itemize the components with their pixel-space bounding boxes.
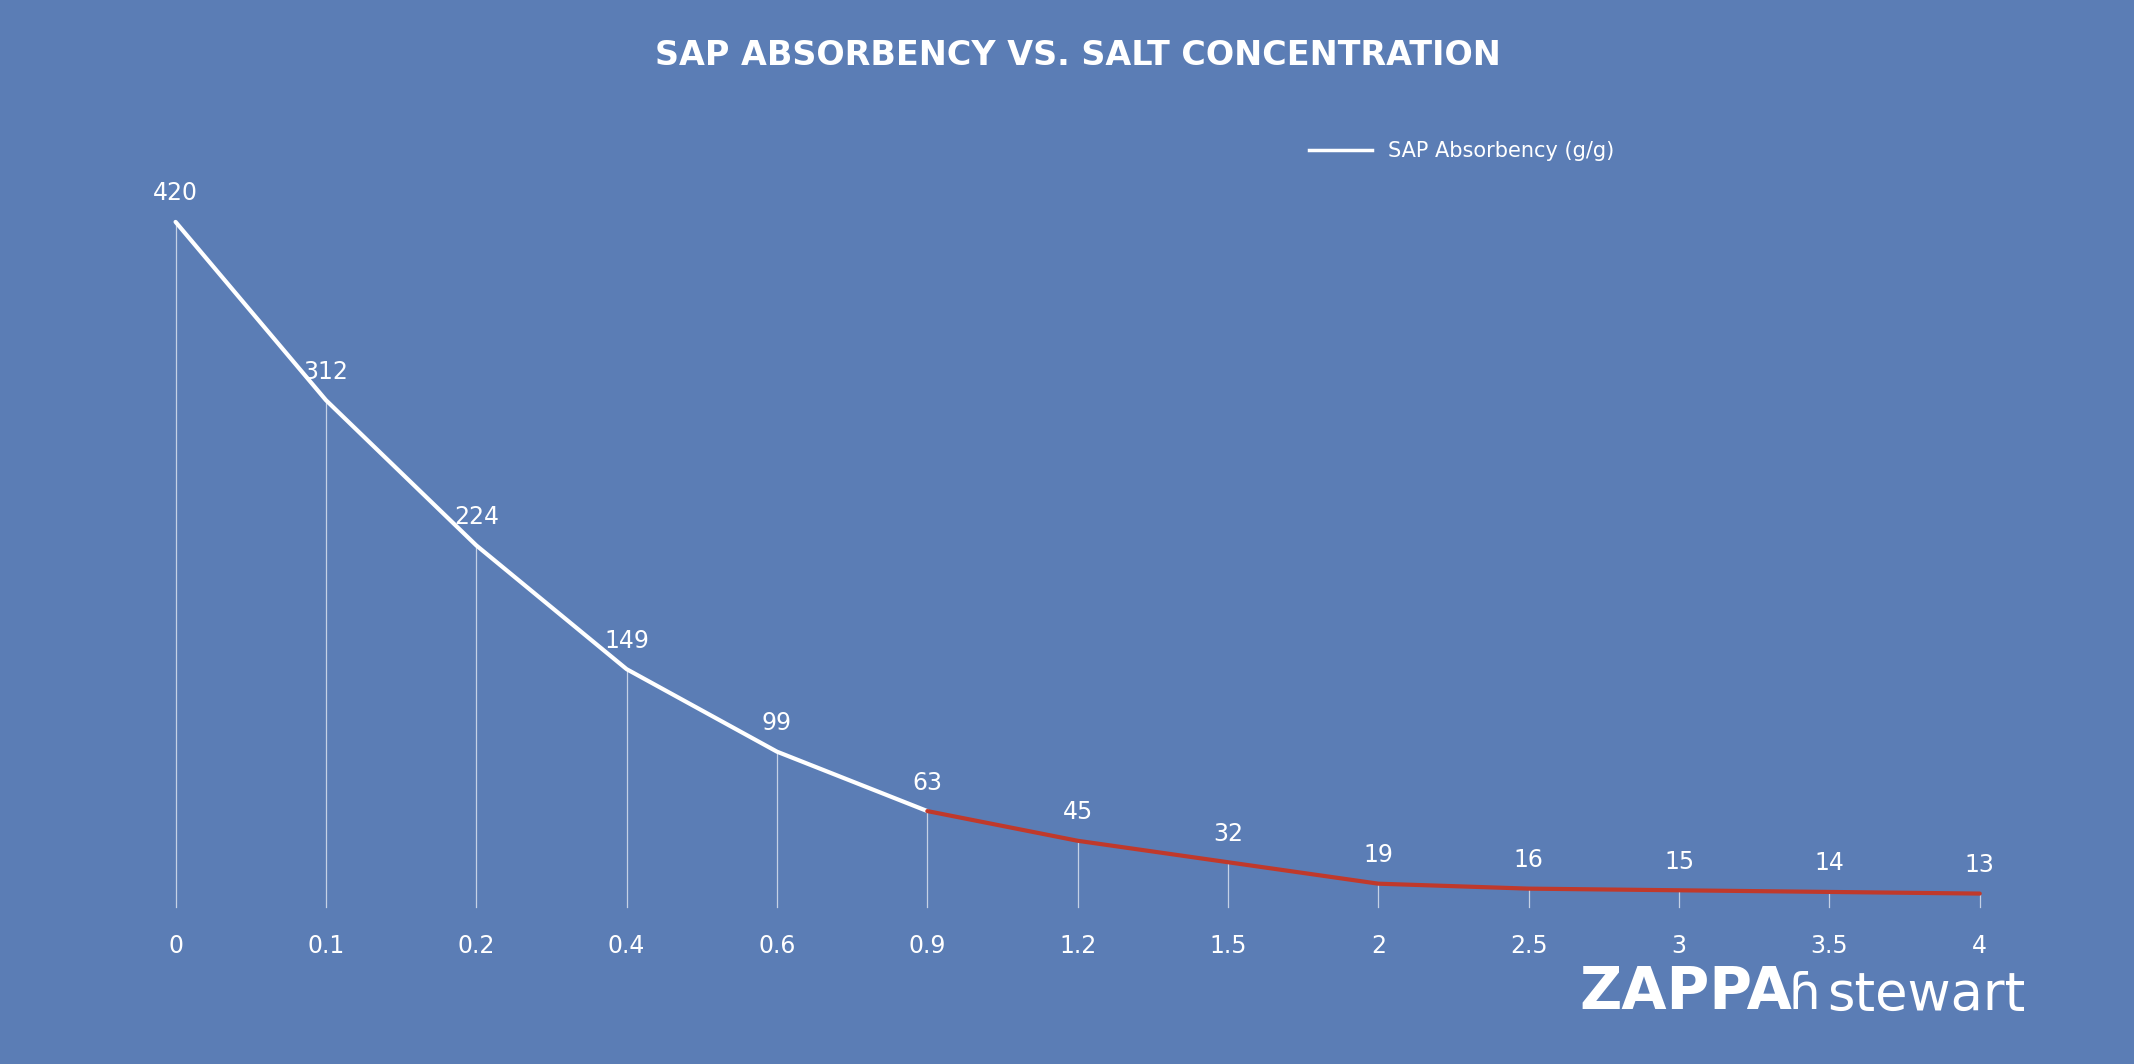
Text: 16: 16	[1513, 848, 1543, 872]
Text: 13: 13	[1965, 853, 1995, 877]
Text: 149: 149	[604, 629, 649, 652]
Text: 32: 32	[1212, 821, 1242, 846]
Text: 19: 19	[1364, 843, 1394, 867]
Text: 312: 312	[303, 360, 348, 384]
Text: 224: 224	[455, 505, 499, 529]
Text: stewart: stewart	[1827, 969, 2025, 1021]
Legend: SAP Absorbency (g/g): SAP Absorbency (g/g)	[1302, 133, 1624, 169]
Text: ɦ: ɦ	[1788, 971, 1820, 1019]
Text: 420: 420	[154, 182, 198, 205]
Text: 14: 14	[1814, 851, 1844, 876]
Title: SAP ABSORBENCY VS. SALT CONCENTRATION: SAP ABSORBENCY VS. SALT CONCENTRATION	[655, 38, 1500, 71]
Text: 45: 45	[1063, 800, 1093, 825]
Text: 99: 99	[762, 711, 792, 735]
Text: 15: 15	[1665, 850, 1694, 874]
Text: 63: 63	[913, 770, 943, 795]
Text: ZAPPA: ZAPPA	[1579, 964, 1793, 1021]
